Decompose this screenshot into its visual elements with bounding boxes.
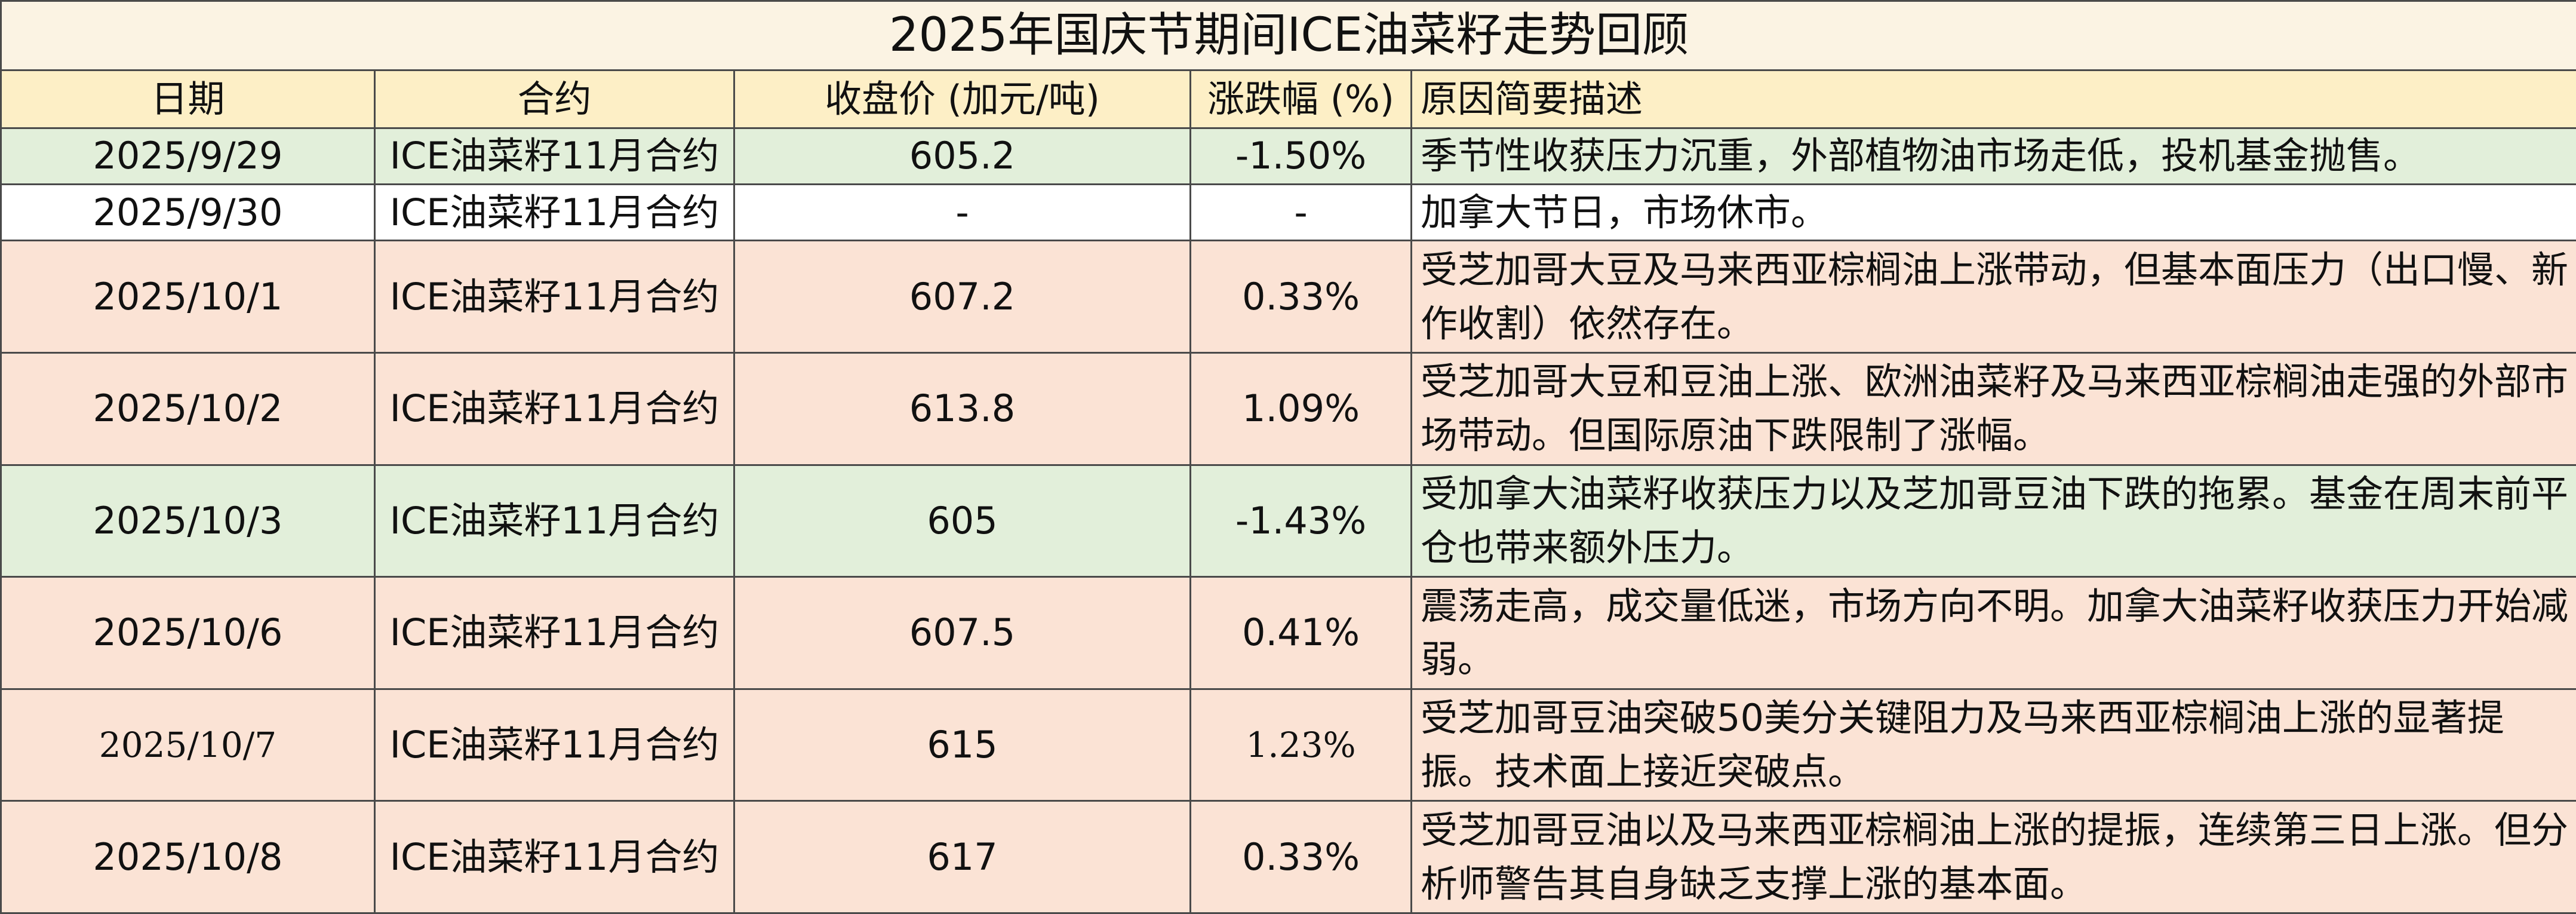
cell-reason: 受加拿大油菜籽收获压力以及芝加哥豆油下跌的拖累。基金在周末前平仓也带来额外压力。 (1410, 464, 2576, 578)
cell-date: 2025/10/3 (0, 464, 376, 578)
cell-contract: ICE油菜籽11月合约 (374, 127, 735, 186)
cell-price: 605.2 (733, 127, 1191, 186)
cell-change: -1.43% (1189, 464, 1412, 578)
cell-reason: 受芝加哥豆油突破50美分关键阻力及马来西亚棕榈油上涨的显著提振。技术面上接近突破… (1410, 688, 2576, 802)
table-row: 2025/10/8 ICE油菜籽11月合约 617 0.33% 受芝加哥豆油以及… (0, 800, 2576, 914)
cell-date: 2025/10/8 (0, 800, 376, 914)
header-row: 日期 合约 收盘价 (加元/吨) 涨跌幅 (%) 原因简要描述 (0, 69, 2576, 129)
title-row: 2025年国庆节期间ICE油菜籽走势回顾 (0, 0, 2576, 72)
cell-reason: 季节性收获压力沉重，外部植物油市场走低，投机基金抛售。 (1410, 127, 2576, 186)
cell-reason: 受芝加哥大豆和豆油上涨、欧洲油菜籽及马来西亚棕榈油走强的外部市场带动。但国际原油… (1410, 351, 2576, 466)
cell-date: 2025/10/1 (0, 240, 376, 354)
cell-date: 2025/10/7 (0, 688, 376, 802)
cell-change: 1.23% (1189, 688, 1412, 802)
cell-change: - (1189, 183, 1412, 242)
cell-change: 1.09% (1189, 351, 1412, 466)
cell-contract: ICE油菜籽11月合约 (374, 576, 735, 690)
cell-date: 2025/10/6 (0, 576, 376, 690)
header-contract: 合约 (374, 69, 735, 129)
header-price: 收盘价 (加元/吨) (733, 69, 1191, 129)
cell-price: - (733, 183, 1191, 242)
cell-reason: 加拿大节日，市场休市。 (1410, 183, 2576, 242)
table-row: 2025/10/6 ICE油菜籽11月合约 607.5 0.41% 震荡走高，成… (0, 576, 2576, 690)
cell-change: -1.50% (1189, 127, 1412, 186)
cell-contract: ICE油菜籽11月合约 (374, 464, 735, 578)
cell-price: 615 (733, 688, 1191, 802)
cell-contract: ICE油菜籽11月合约 (374, 800, 735, 914)
cell-price: 607.5 (733, 576, 1191, 690)
table-row: 2025/10/1 ICE油菜籽11月合约 607.2 0.33% 受芝加哥大豆… (0, 240, 2576, 354)
table-row: 2025/10/7 ICE油菜籽11月合约 615 1.23% 受芝加哥豆油突破… (0, 688, 2576, 802)
cell-price: 605 (733, 464, 1191, 578)
cell-price: 617 (733, 800, 1191, 914)
cell-contract: ICE油菜籽11月合约 (374, 240, 735, 354)
cell-price: 613.8 (733, 351, 1191, 466)
cell-reason: 震荡走高，成交量低迷，市场方向不明。加拿大油菜籽收获压力开始减弱。 (1410, 576, 2576, 690)
cell-contract: ICE油菜籽11月合约 (374, 351, 735, 466)
table-row: 2025/9/30 ICE油菜籽11月合约 - - 加拿大节日，市场休市。 (0, 183, 2576, 242)
cell-change: 0.33% (1189, 240, 1412, 354)
table-row: 2025/9/29 ICE油菜籽11月合约 605.2 -1.50% 季节性收获… (0, 127, 2576, 186)
cell-change: 0.41% (1189, 576, 1412, 690)
cell-price: 607.2 (733, 240, 1191, 354)
table-title: 2025年国庆节期间ICE油菜籽走势回顾 (0, 0, 2576, 72)
header-change: 涨跌幅 (%) (1189, 69, 1412, 129)
table-row: 2025/10/2 ICE油菜籽11月合约 613.8 1.09% 受芝加哥大豆… (0, 351, 2576, 466)
cell-contract: ICE油菜籽11月合约 (374, 183, 735, 242)
cell-contract: ICE油菜籽11月合约 (374, 688, 735, 802)
cell-reason: 受芝加哥豆油以及马来西亚棕榈油上涨的提振，连续第三日上涨。但分析师警告其自身缺乏… (1410, 800, 2576, 914)
header-reason: 原因简要描述 (1410, 69, 2576, 129)
cell-date: 2025/9/30 (0, 183, 376, 242)
cell-date: 2025/9/29 (0, 127, 376, 186)
header-date: 日期 (0, 69, 376, 129)
cell-reason: 受芝加哥大豆及马来西亚棕榈油上涨带动，但基本面压力（出口慢、新作收割）依然存在。 (1410, 240, 2576, 354)
cell-date: 2025/10/2 (0, 351, 376, 466)
cell-change: 0.33% (1189, 800, 1412, 914)
table-row: 2025/10/3 ICE油菜籽11月合约 605 -1.43% 受加拿大油菜籽… (0, 464, 2576, 578)
